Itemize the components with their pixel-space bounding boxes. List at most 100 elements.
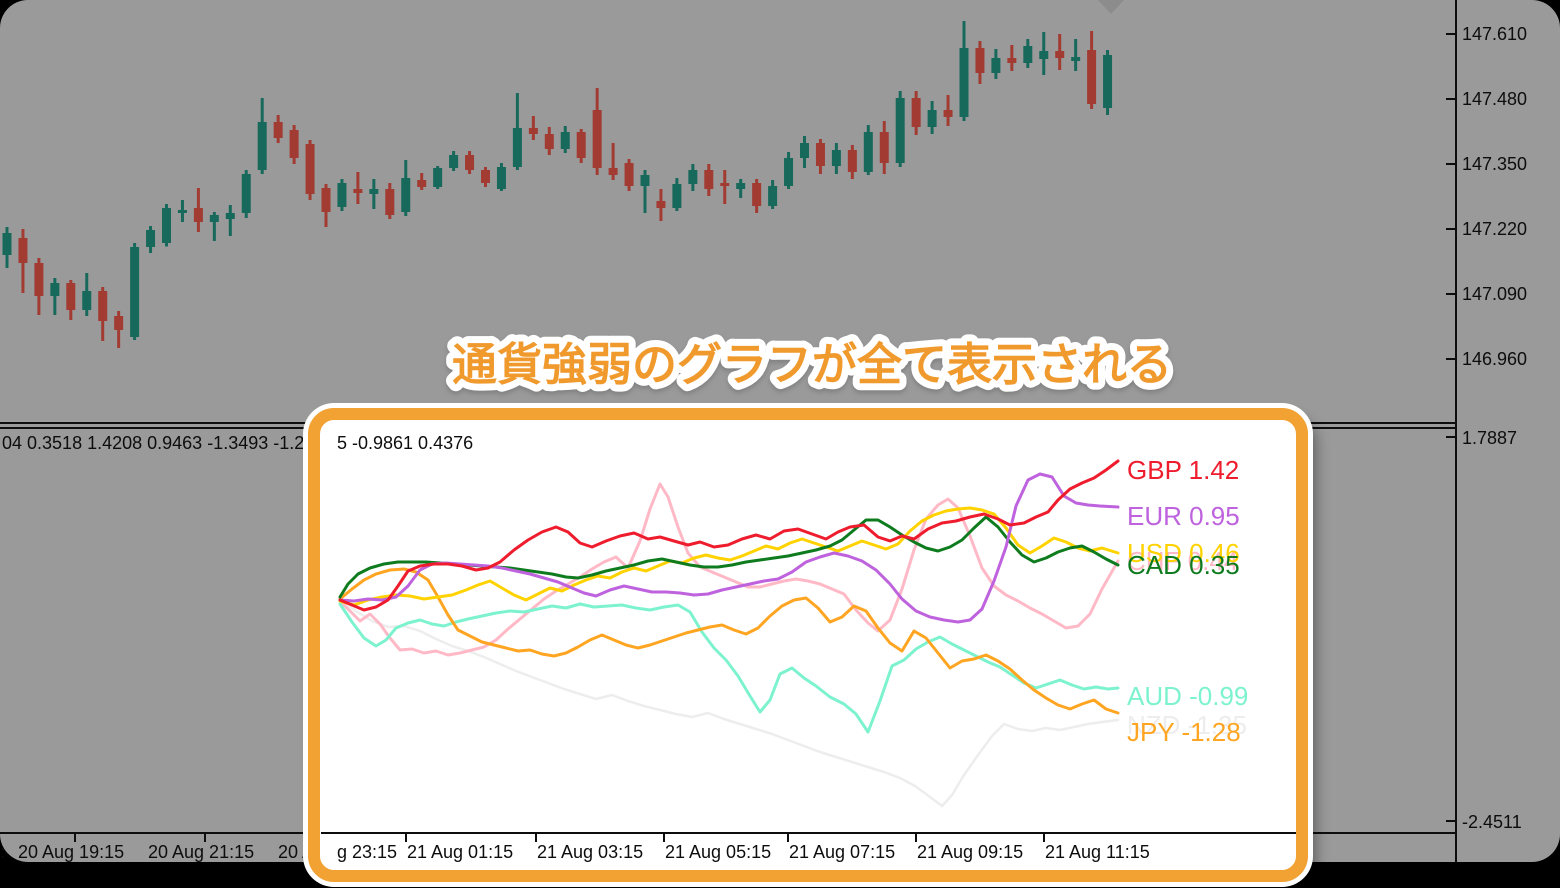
strength-line-gbp[interactable]	[338, 459, 1120, 612]
candle	[1071, 39, 1081, 71]
candle	[305, 140, 315, 200]
candle	[353, 172, 363, 204]
candle	[1055, 34, 1065, 70]
candle	[592, 88, 602, 175]
candle	[289, 125, 299, 164]
currency-label-cad[interactable]: CAD 0.35	[1127, 550, 1240, 580]
candle	[879, 121, 889, 174]
candle	[959, 21, 969, 121]
strength-line-jpy[interactable]	[338, 567, 1120, 715]
time-axis-label: 21 Aug 11:15	[1045, 842, 1150, 862]
candle	[831, 143, 841, 174]
currency-label-usd[interactable]: USD 0.46	[1127, 538, 1240, 568]
price-axis-label: 147.610	[1462, 24, 1528, 44]
candle	[82, 273, 92, 316]
currency-label-gbp[interactable]: GBP 1.42	[1127, 455, 1240, 485]
candle	[337, 179, 347, 211]
panel-time-axis-line	[321, 832, 1296, 834]
strength-line-aud[interactable]	[338, 602, 1120, 734]
price-tick	[1446, 33, 1455, 35]
strength-line-chf[interactable]	[338, 482, 1120, 657]
price-axis-label: 146.960	[1462, 349, 1528, 369]
price-axis-label: 147.480	[1462, 89, 1528, 109]
price-axis-line	[1455, 0, 1457, 862]
candle	[720, 170, 730, 204]
strength-line-usd[interactable]	[338, 506, 1120, 607]
candle	[496, 163, 506, 191]
candle	[1039, 32, 1049, 75]
candle	[321, 184, 331, 227]
time-axis-label: 21 Aug 05:15	[665, 842, 772, 862]
time-axis-label: 20 Aug 23:15	[278, 842, 303, 862]
candle	[688, 164, 698, 191]
price-tick	[1446, 228, 1455, 230]
strength-line-nzd[interactable]	[338, 598, 1120, 808]
price-tick	[1446, 358, 1455, 360]
candle	[241, 170, 251, 218]
indicator-values-fragment: 04 0.3518 1.4208 0.9463 -1.3493 -1.2	[2, 433, 303, 453]
currency-strength-highlight-panel	[308, 408, 1308, 882]
candle	[640, 170, 650, 213]
candle	[512, 93, 522, 170]
candle	[385, 183, 395, 219]
price-axis-label: 147.220	[1462, 219, 1528, 239]
candle	[560, 126, 570, 153]
candle	[114, 311, 124, 348]
candle	[449, 151, 459, 171]
candle	[401, 160, 411, 216]
currency-label-jpy[interactable]: JPY -1.28	[1127, 717, 1241, 747]
time-axis-label: :	[0, 842, 6, 862]
candle	[736, 179, 746, 198]
currency-label-aud[interactable]: AUD -0.99	[1127, 681, 1249, 711]
candle	[768, 180, 778, 209]
candle	[66, 280, 76, 320]
price-axis-label: 147.350	[1462, 154, 1528, 174]
candle	[863, 125, 873, 175]
indicator-values-panel-fragment: 5 -0.9861 0.4376	[337, 433, 474, 453]
time-axis-label: g 23:15	[337, 842, 398, 862]
time-axis-label: 21 Aug 01:15	[407, 842, 514, 862]
candles-group	[2, 21, 1113, 348]
candle	[528, 116, 538, 140]
candle	[847, 145, 857, 179]
candle	[975, 41, 985, 84]
currency-label-nzd[interactable]: NZD -1.35	[1127, 710, 1247, 740]
price-tick	[1446, 163, 1455, 165]
candle	[177, 200, 187, 222]
currency-label-chf[interactable]: CHF 0.44	[1127, 546, 1239, 576]
indicator-scale-max: 1.7887	[1462, 428, 1518, 448]
strength-line-eur[interactable]	[338, 472, 1120, 624]
candle	[608, 143, 618, 180]
candle	[576, 129, 586, 163]
indicator-scale-min: -2.4511	[1462, 812, 1522, 832]
candle	[704, 164, 714, 196]
candle	[209, 212, 219, 241]
time-tick	[787, 834, 789, 842]
candle	[656, 189, 666, 221]
time-tick	[1043, 834, 1045, 842]
candle	[1103, 50, 1113, 115]
indicator-scale-tick	[1446, 436, 1455, 438]
indicator-data-window-clip: 04 0.3518 1.4208 0.9463 -1.3493 -1.2	[0, 433, 303, 455]
time-axis-label: 21 Aug 03:15	[537, 842, 644, 862]
time-tick	[405, 834, 407, 842]
currency-label-eur[interactable]: EUR 0.95	[1127, 501, 1240, 531]
indicator-scale-tick	[1446, 820, 1455, 822]
candle	[672, 178, 682, 211]
time-axis-label: 21 Aug 09:15	[917, 842, 1024, 862]
candle	[927, 101, 937, 134]
candle	[34, 258, 44, 315]
candle	[225, 205, 235, 236]
time-tick	[663, 834, 665, 842]
price-tick	[1446, 98, 1455, 100]
candle	[911, 91, 921, 135]
candle	[784, 152, 794, 189]
candle	[193, 188, 203, 232]
candle	[273, 115, 283, 143]
candle	[624, 159, 634, 191]
candle	[481, 167, 490, 187]
time-axis-label: 20 Aug 19:15	[18, 842, 125, 862]
candle	[257, 98, 267, 174]
